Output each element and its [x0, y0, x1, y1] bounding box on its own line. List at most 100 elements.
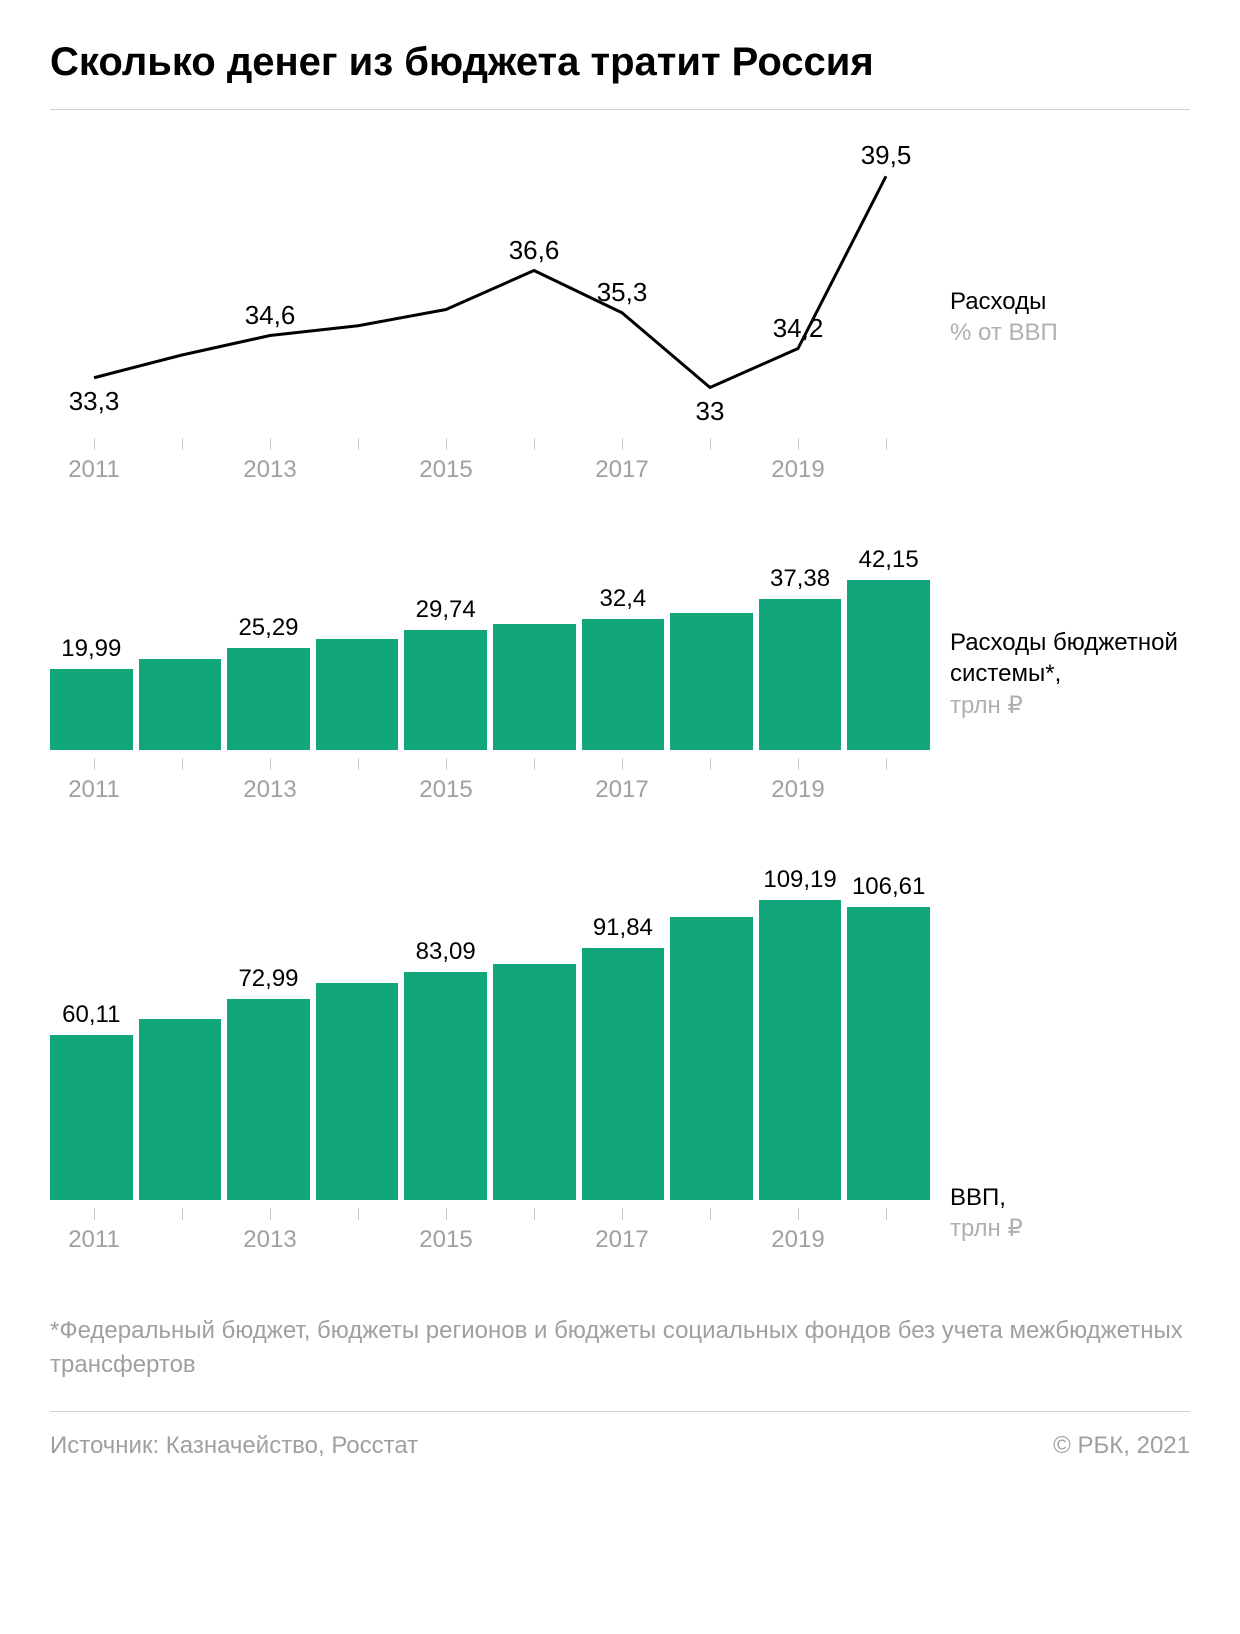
x-tickline	[534, 438, 535, 450]
x-tickline	[446, 758, 447, 770]
x-tick: 2011	[50, 758, 138, 804]
bar-value-label: 29,74	[416, 596, 476, 624]
bar-value-label	[708, 883, 715, 911]
x-tickline	[270, 438, 271, 450]
line-svg	[50, 150, 930, 430]
bar-value-label: 19,99	[61, 635, 121, 663]
x-label: 2013	[226, 776, 314, 804]
x-tickline	[622, 758, 623, 770]
x-tick: 2013	[226, 438, 314, 484]
bar-rect	[582, 619, 665, 750]
line-plot: 33,334,636,635,33334,239,5	[50, 150, 930, 430]
x-tick	[490, 1208, 578, 1254]
bar-column: 25,29	[227, 614, 310, 750]
bar-value-label	[708, 579, 715, 607]
x-tick: 2017	[578, 1208, 666, 1254]
bar1-plot: 19,99 25,29 29,74 32,4 37,3842,15	[50, 544, 930, 750]
x-tick	[138, 1208, 226, 1254]
x-tickline	[886, 1208, 887, 1220]
bar-column	[670, 579, 753, 750]
x-label: 2017	[578, 456, 666, 484]
x-tick: 2011	[50, 1208, 138, 1254]
x-tickline	[358, 758, 359, 770]
bar-rect	[759, 900, 842, 1200]
x-tickline	[886, 438, 887, 450]
bar-value-label	[531, 930, 538, 958]
x-label: 2013	[226, 456, 314, 484]
x-label: 2015	[402, 776, 490, 804]
x-tickline	[94, 758, 95, 770]
x-tick	[138, 438, 226, 484]
x-tickline	[622, 1208, 623, 1220]
bar-value-label: 60,11	[62, 1001, 120, 1029]
bar2-area: 60,11 72,99 83,09 91,84 109,19106,61 201…	[50, 864, 930, 1254]
x-tick: 2015	[402, 758, 490, 804]
x-tick: 2017	[578, 758, 666, 804]
bar-rect	[847, 907, 930, 1200]
bar-column: 60,11	[50, 1001, 133, 1200]
bar-column: 37,38	[759, 565, 842, 750]
bar2-x-axis: 20112013201520172019	[50, 1208, 930, 1254]
bar-column: 72,99	[227, 965, 310, 1200]
bar-column: 32,4	[582, 585, 665, 750]
x-tickline	[446, 1208, 447, 1220]
x-tickline	[710, 438, 711, 450]
x-tickline	[94, 1208, 95, 1220]
bar-column	[139, 985, 222, 1200]
x-label: 2015	[402, 456, 490, 484]
bar-rect	[50, 1035, 133, 1200]
bar-column: 91,84	[582, 914, 665, 1200]
bar-column: 29,74	[404, 596, 487, 750]
bar-rect	[670, 613, 753, 750]
bar-rect	[316, 639, 399, 750]
bar-value-label: 83,09	[416, 938, 476, 966]
line-point-label: 34,6	[245, 300, 296, 331]
x-tickline	[182, 758, 183, 770]
x-tickline	[94, 438, 95, 450]
x-label: 2011	[50, 456, 138, 484]
title-divider	[50, 109, 1190, 110]
x-tick: 2013	[226, 1208, 314, 1254]
bar-rect	[493, 964, 576, 1200]
x-tick	[314, 758, 402, 804]
bar-rect	[493, 624, 576, 750]
bar-value-label	[354, 949, 361, 977]
bar1-area: 19,99 25,29 29,74 32,4 37,3842,15 201120…	[50, 544, 930, 804]
line-legend-secondary: % от ВВП	[950, 317, 1190, 348]
bar-rect	[404, 972, 487, 1200]
bar-column	[493, 590, 576, 750]
x-tick	[666, 438, 754, 484]
line-point-label: 33,3	[69, 386, 120, 417]
x-tickline	[446, 438, 447, 450]
x-tickline	[358, 438, 359, 450]
bar-value-label	[177, 985, 184, 1013]
bar-column: 19,99	[50, 635, 133, 750]
bar-column	[139, 625, 222, 750]
bar-column: 83,09	[404, 938, 487, 1200]
x-tickline	[886, 758, 887, 770]
x-label: 2011	[50, 1226, 138, 1254]
x-tick: 2013	[226, 758, 314, 804]
x-label: 2017	[578, 1226, 666, 1254]
x-tickline	[182, 1208, 183, 1220]
bar-value-label	[531, 590, 538, 618]
x-tickline	[710, 1208, 711, 1220]
x-label: 2017	[578, 776, 666, 804]
x-tick	[842, 438, 930, 484]
bar-column: 42,15	[847, 546, 930, 750]
line-path	[94, 176, 886, 387]
bar1-x-axis: 2011 2013 2015 2017 2019	[50, 758, 930, 804]
line-point-label: 39,5	[861, 140, 912, 171]
x-tickline	[534, 1208, 535, 1220]
bar-rect	[139, 1019, 222, 1200]
x-tick: 2015	[402, 438, 490, 484]
x-tick: 2019	[754, 758, 842, 804]
bar-rect	[316, 983, 399, 1200]
x-tick	[490, 758, 578, 804]
source-label: Источник: Казначейство, Росстат	[50, 1432, 418, 1460]
x-tick	[666, 1208, 754, 1254]
bar2-row: 60,11 72,99 83,09 91,84 109,19106,61 201…	[50, 864, 1190, 1254]
footer-divider	[50, 1411, 1190, 1412]
x-tickline	[798, 1208, 799, 1220]
x-tick	[138, 758, 226, 804]
